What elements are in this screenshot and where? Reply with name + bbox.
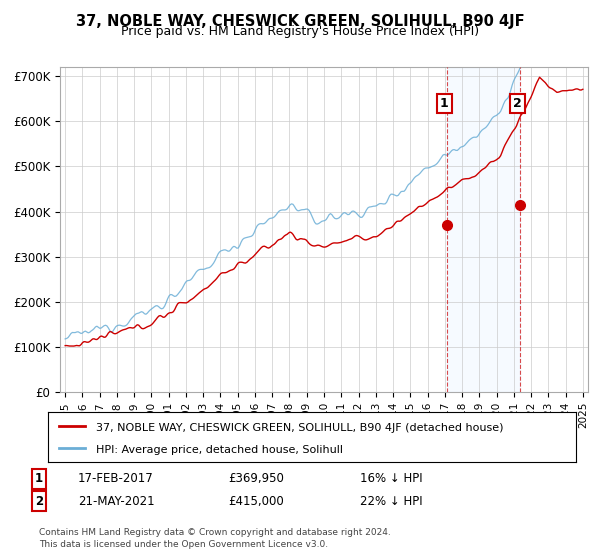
Text: 37, NOBLE WAY, CHESWICK GREEN, SOLIHULL, B90 4JF: 37, NOBLE WAY, CHESWICK GREEN, SOLIHULL,… — [76, 14, 524, 29]
Text: £415,000: £415,000 — [228, 494, 284, 508]
Text: HPI: Average price, detached house, Solihull: HPI: Average price, detached house, Soli… — [95, 445, 343, 455]
Text: 1: 1 — [440, 97, 449, 110]
Text: 22% ↓ HPI: 22% ↓ HPI — [360, 494, 422, 508]
Text: £369,950: £369,950 — [228, 472, 284, 486]
Text: 17-FEB-2017: 17-FEB-2017 — [78, 472, 154, 486]
Text: 2: 2 — [35, 494, 43, 508]
Bar — [447, 67, 520, 392]
Text: 16% ↓ HPI: 16% ↓ HPI — [360, 472, 422, 486]
Text: Contains HM Land Registry data © Crown copyright and database right 2024.
This d: Contains HM Land Registry data © Crown c… — [39, 528, 391, 549]
Text: 2: 2 — [514, 97, 522, 110]
Text: Price paid vs. HM Land Registry's House Price Index (HPI): Price paid vs. HM Land Registry's House … — [121, 25, 479, 38]
Text: 37, NOBLE WAY, CHESWICK GREEN, SOLIHULL, B90 4JF (detached house): 37, NOBLE WAY, CHESWICK GREEN, SOLIHULL,… — [95, 423, 503, 433]
Text: 21-MAY-2021: 21-MAY-2021 — [78, 494, 155, 508]
Text: 1: 1 — [35, 472, 43, 486]
